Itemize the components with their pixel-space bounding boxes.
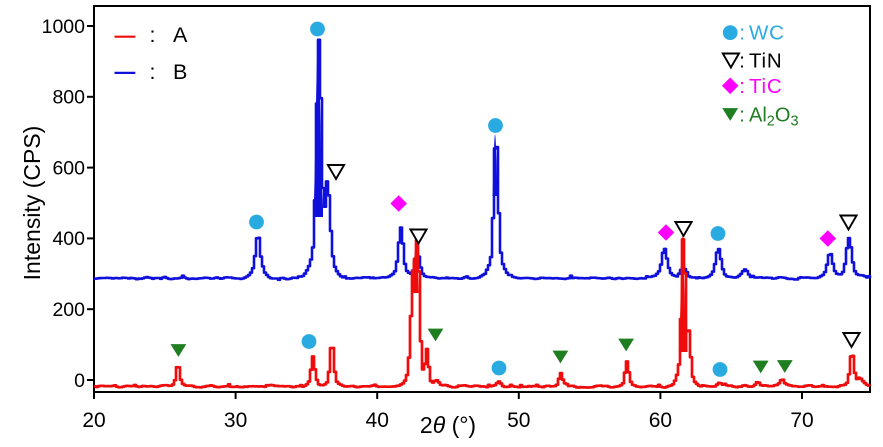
- svg-text::: :: [739, 23, 745, 45]
- svg-text:B: B: [173, 60, 187, 84]
- svg-text:30: 30: [224, 409, 247, 432]
- svg-text:TiC: TiC: [749, 75, 783, 98]
- svg-text:400: 400: [52, 228, 85, 250]
- svg-text:70: 70: [790, 409, 813, 432]
- svg-text:TiN: TiN: [749, 50, 783, 73]
- svg-text:600: 600: [52, 157, 85, 179]
- svg-text::: :: [739, 105, 745, 127]
- svg-text:0: 0: [74, 370, 85, 392]
- svg-text:40: 40: [366, 409, 389, 432]
- svg-text:A: A: [173, 23, 188, 47]
- svg-text:50: 50: [507, 409, 530, 432]
- svg-text:20: 20: [82, 409, 105, 432]
- svg-text::: :: [739, 76, 745, 98]
- svg-text:200: 200: [52, 299, 85, 321]
- svg-text:800: 800: [52, 87, 85, 109]
- svg-text:60: 60: [649, 409, 672, 432]
- svg-text:2θ (°): 2θ (°): [420, 412, 476, 438]
- svg-text:Intensity (CPS): Intensity (CPS): [19, 126, 45, 281]
- svg-text::: :: [150, 23, 156, 47]
- svg-text:WC: WC: [749, 22, 785, 45]
- svg-text::: :: [150, 60, 156, 84]
- svg-text:1000: 1000: [42, 16, 86, 38]
- svg-text::: :: [739, 51, 745, 73]
